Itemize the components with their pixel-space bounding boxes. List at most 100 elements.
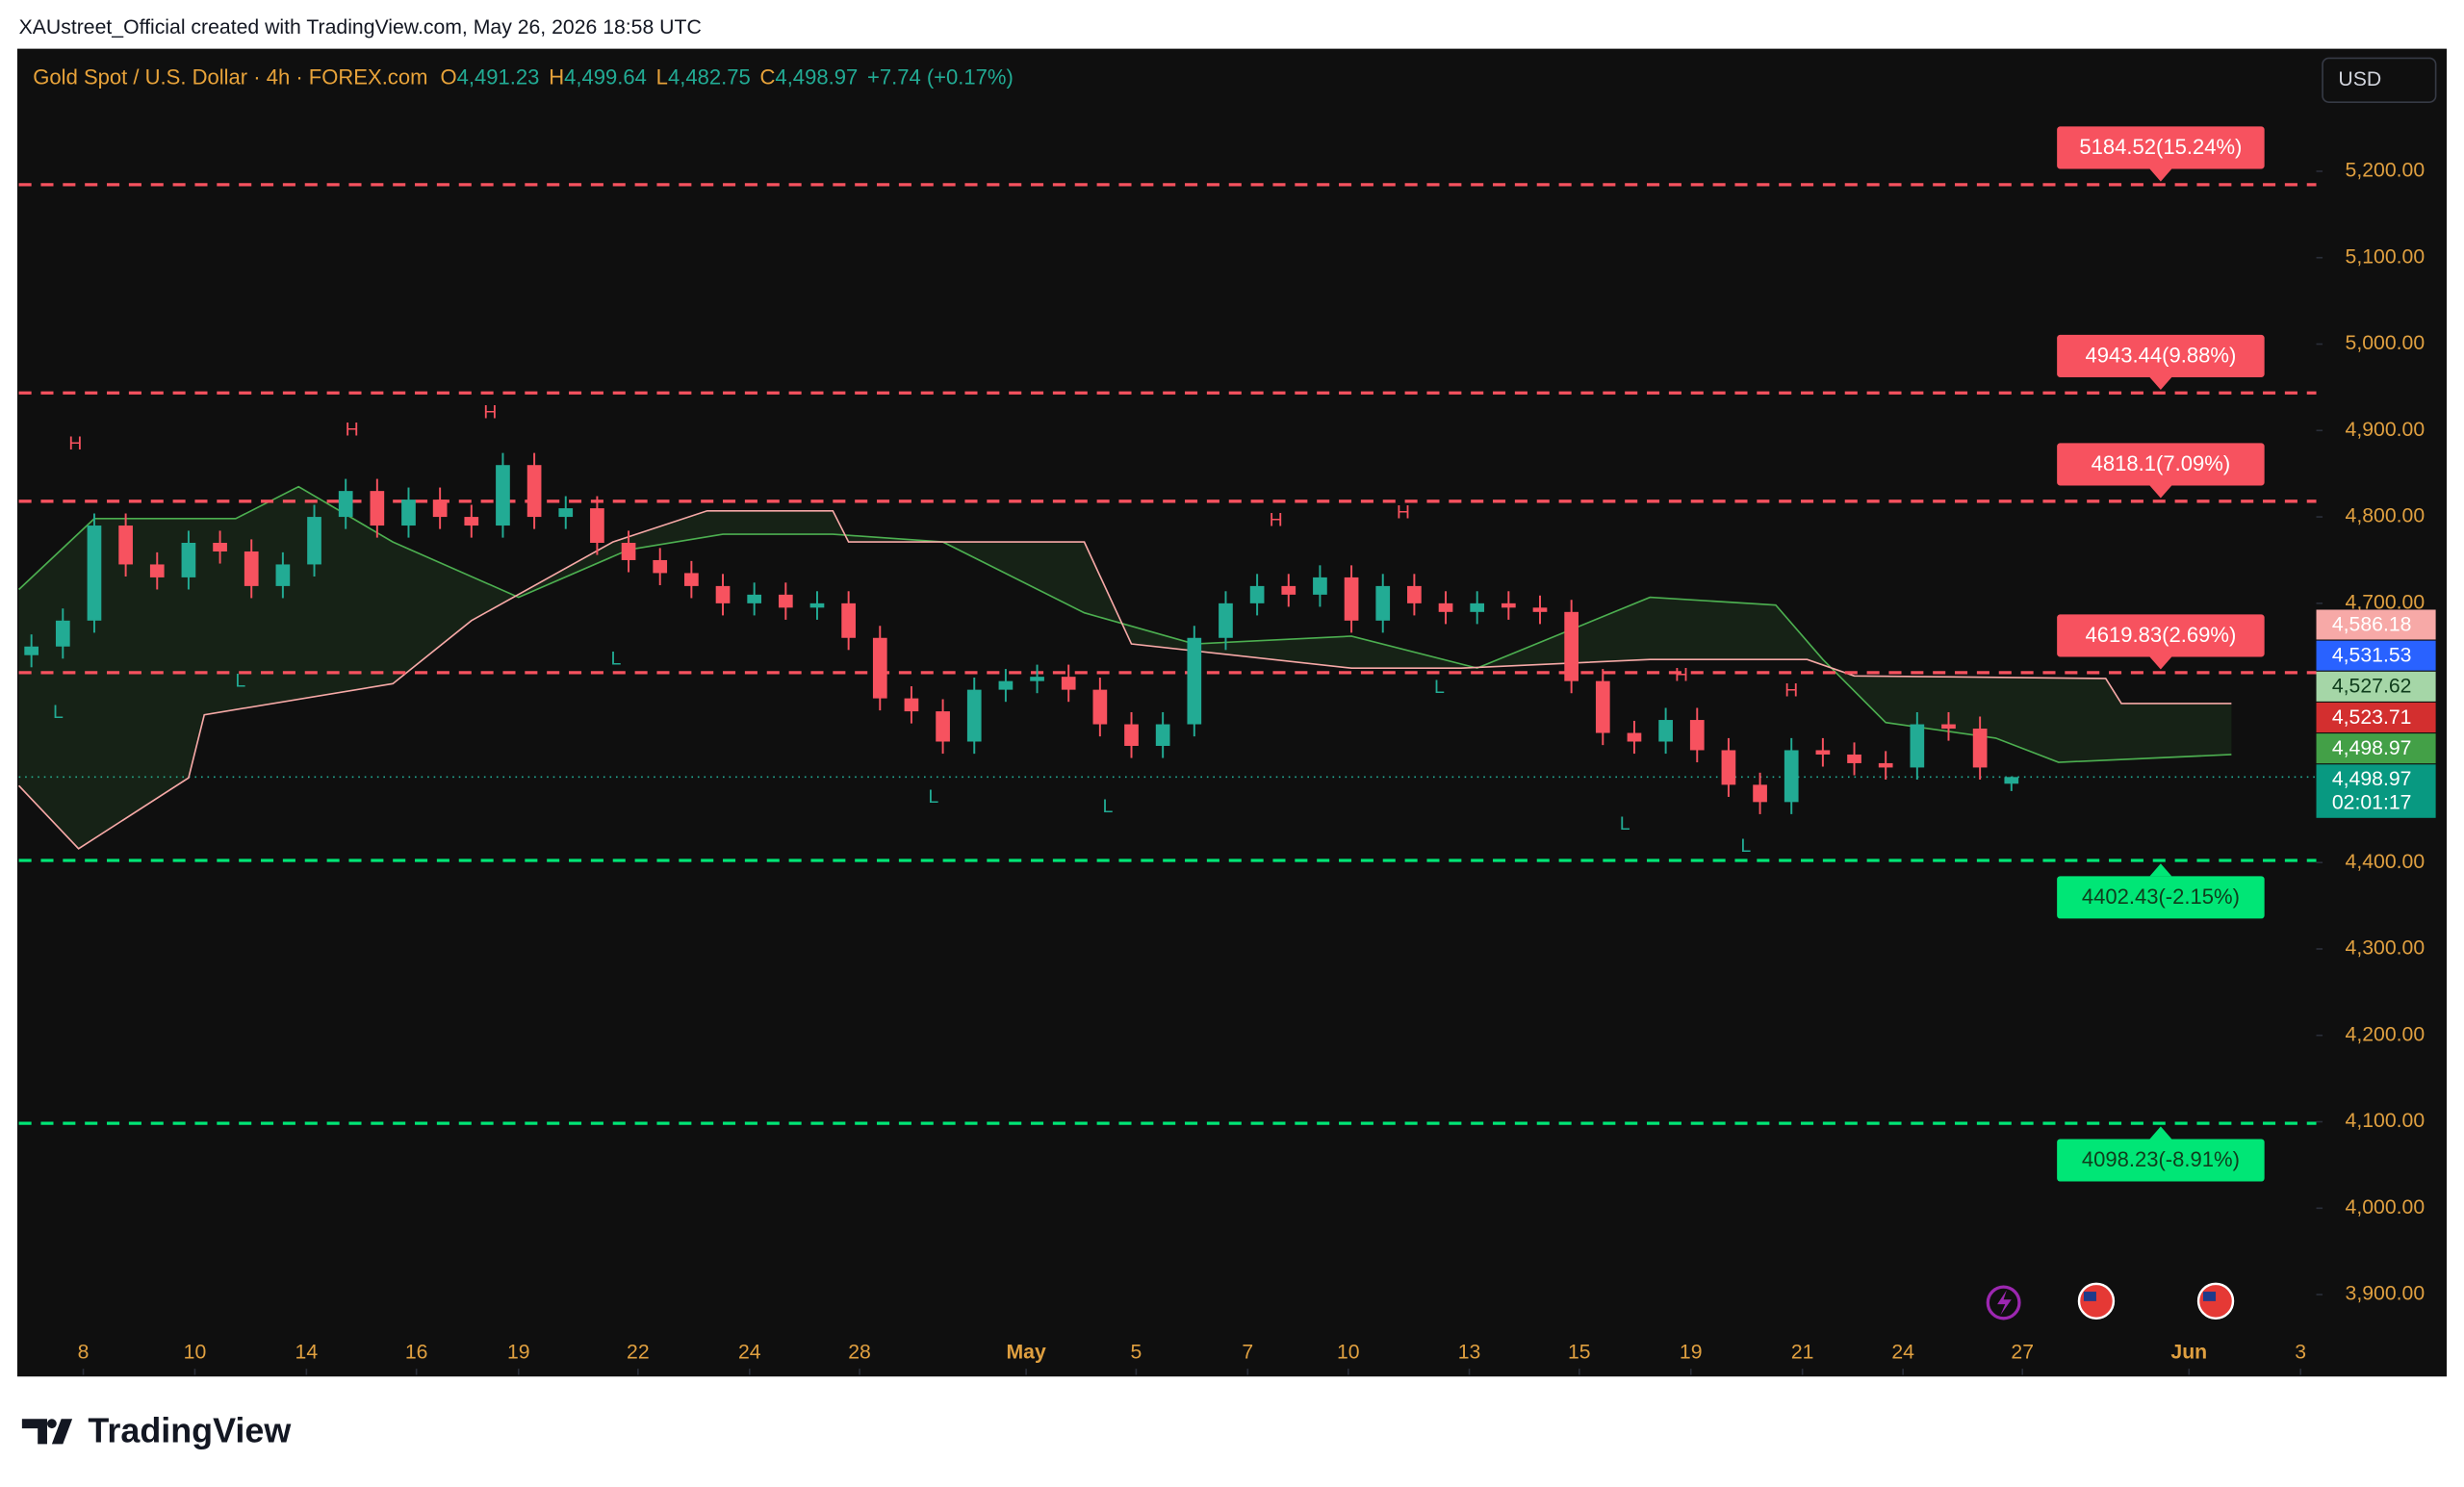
candle-body	[1502, 602, 1516, 608]
y-tick-label: 5,100.00	[2346, 245, 2426, 268]
candle-body	[936, 711, 950, 742]
pivot-label: H	[1675, 664, 1688, 685]
y-tick-label: 3,900.00	[2346, 1283, 2426, 1305]
candle-body	[1407, 585, 1422, 603]
flag-canton	[2202, 1292, 2217, 1301]
candle-body	[496, 465, 510, 526]
candle-body	[1061, 677, 1076, 690]
pivot-label: L	[1620, 813, 1630, 834]
y-tick-label: 4,200.00	[2346, 1023, 2426, 1045]
candle-body	[307, 517, 321, 565]
y-tick-label: 4,700.00	[2346, 591, 2426, 613]
credit: XAUstreet_Official created with TradingV…	[19, 16, 702, 38]
level-label: 4402.43(-2.15%)	[2082, 885, 2240, 909]
candle-body	[87, 526, 102, 621]
candle-body	[149, 564, 165, 577]
level-label: 4098.23(-8.91%)	[2082, 1147, 2240, 1171]
symbol-name: Gold Spot / U.S. Dollar · 4h · FOREX.com	[33, 64, 427, 89]
ohlc-key: H	[549, 64, 564, 89]
candle-body	[778, 594, 793, 608]
level-badge	[2057, 126, 2265, 169]
candle-body	[1689, 720, 1705, 751]
level-badge	[2057, 443, 2265, 486]
event-icon-glyph	[1997, 1290, 2012, 1316]
pivot-label: H	[483, 402, 497, 423]
candle-body	[653, 559, 668, 574]
x-tick-label: 24	[738, 1341, 761, 1363]
price-tag-label: 4,498.97	[2332, 737, 2412, 759]
x-tick-label: 27	[2011, 1341, 2034, 1363]
x-tick-label: 16	[405, 1341, 428, 1363]
price-tag	[2316, 702, 2436, 732]
pivot-label: L	[1740, 835, 1751, 857]
candle-body	[1092, 689, 1108, 725]
candle-body	[747, 594, 762, 603]
price-tag	[2316, 640, 2436, 671]
x-tick-label: 21	[1791, 1341, 1814, 1363]
candle-body	[1219, 602, 1233, 638]
event-icon[interactable]	[1986, 1285, 2021, 1320]
candle-body	[244, 551, 259, 586]
countdown: 02:01:17	[2332, 792, 2412, 814]
candle-body	[55, 620, 70, 647]
candle-body	[1972, 729, 1988, 768]
y-tick-label: 4,400.00	[2346, 851, 2426, 873]
level-badge	[2057, 614, 2265, 657]
price-tag	[2316, 609, 2436, 640]
pivot-label: H	[1270, 510, 1283, 531]
price-tag-label: 4,498.97	[2332, 768, 2412, 790]
candle-body	[1658, 720, 1673, 742]
level-pointer	[2149, 656, 2172, 670]
level-pointer	[2149, 376, 2172, 391]
ohlc-value: 4,491.23	[457, 64, 540, 89]
candle-body	[621, 543, 636, 560]
x-tick-label: 8	[78, 1341, 90, 1363]
price-tag-label: 4,586.18	[2332, 613, 2412, 635]
price-tag	[2316, 764, 2436, 818]
level-badge	[2057, 876, 2265, 919]
candle-body	[1155, 724, 1170, 746]
currency-button[interactable]	[2322, 57, 2437, 103]
x-tick-label: May	[1006, 1341, 1045, 1363]
level-label: 4619.83(2.69%)	[2086, 623, 2237, 647]
level-pointer	[2149, 863, 2172, 877]
pivot-label: L	[53, 702, 64, 723]
level-label: 4943.44(9.88%)	[2086, 344, 2237, 368]
y-tick-label: 5,200.00	[2346, 160, 2426, 182]
level-pointer	[2149, 485, 2172, 499]
y-tick-label: 4,900.00	[2346, 419, 2426, 441]
candle-body	[464, 517, 479, 526]
chart-panel	[16, 48, 2448, 1377]
pivot-label: H	[1784, 680, 1798, 702]
candle-body	[1847, 754, 1861, 763]
candle-body	[1375, 585, 1391, 621]
candle-body	[432, 500, 448, 518]
x-tick-label: 22	[627, 1341, 650, 1363]
candle-body	[1187, 637, 1202, 725]
candle-body	[1627, 732, 1642, 742]
candle-body	[338, 491, 353, 518]
brand-text: TradingView	[88, 1410, 291, 1449]
candle-body	[275, 564, 291, 586]
candle-body	[998, 680, 1014, 690]
level-badge	[2057, 334, 2265, 377]
x-tick-label: 10	[1337, 1341, 1360, 1363]
candle-body	[370, 491, 385, 526]
x-tick-label: 19	[1680, 1341, 1703, 1363]
brand-dot	[46, 1419, 57, 1429]
candle-body	[1784, 750, 1799, 803]
y-tick-label: 5,000.00	[2346, 332, 2426, 354]
x-tick-label: 15	[1568, 1341, 1591, 1363]
candle-body	[1344, 577, 1359, 621]
candle-body	[118, 526, 133, 565]
candle-body	[872, 637, 887, 699]
candle-body	[1941, 724, 1956, 730]
pivot-label: L	[235, 671, 245, 692]
level-label: 5184.52(15.24%)	[2079, 135, 2242, 159]
x-tick-label: 7	[1242, 1341, 1253, 1363]
level-pointer	[2149, 1126, 2172, 1140]
pivot-label: H	[68, 433, 82, 454]
level-label: 4818.1(7.09%)	[2092, 451, 2231, 475]
candle-body	[401, 500, 416, 526]
